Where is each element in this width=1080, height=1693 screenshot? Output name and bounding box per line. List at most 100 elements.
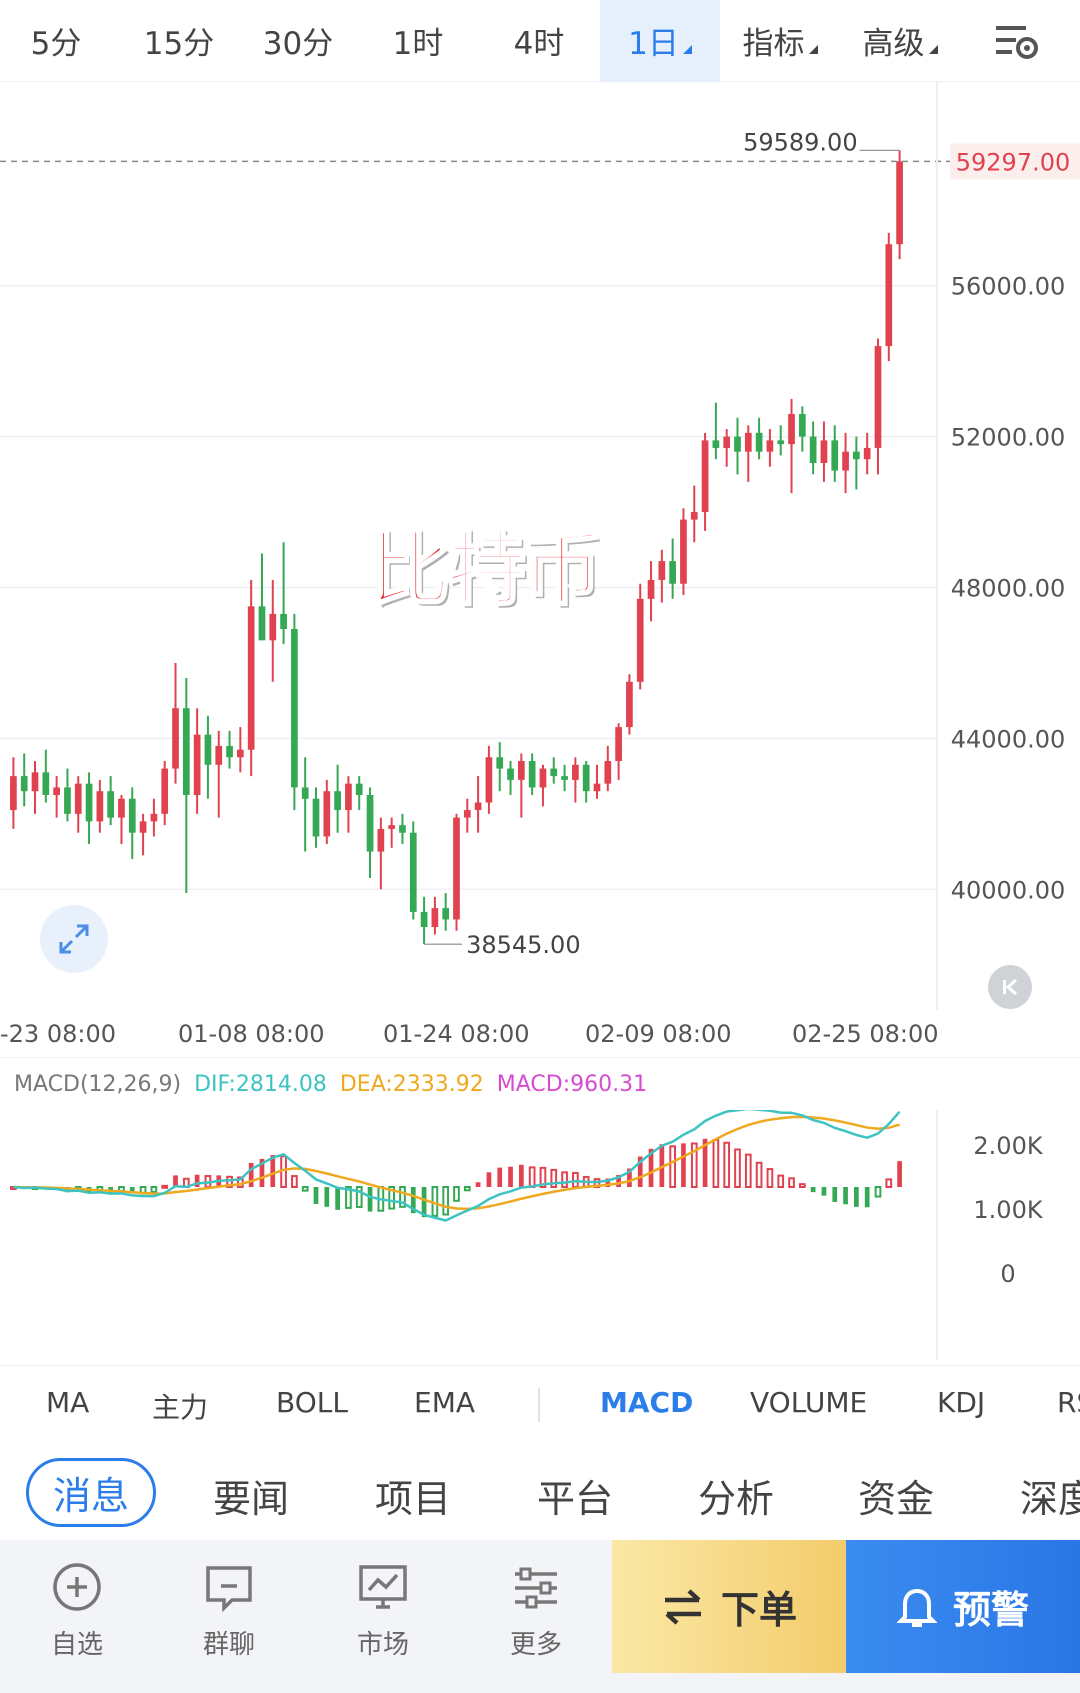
candle-body[interactable]: [53, 787, 60, 795]
candle-body[interactable]: [85, 783, 93, 822]
candle-body[interactable]: [734, 436, 741, 452]
news-tab-messages[interactable]: 消息: [26, 1458, 157, 1527]
chart-settings-icon[interactable]: [994, 18, 1040, 64]
news-tab-analysis[interactable]: 分析: [698, 1477, 775, 1521]
candle-body[interactable]: [74, 783, 82, 814]
tab-ema[interactable]: EMA: [414, 1386, 476, 1419]
candle-body[interactable]: [409, 832, 417, 912]
candle-body[interactable]: [280, 613, 287, 629]
candle-body[interactable]: [798, 413, 806, 437]
tab-main-force[interactable]: 主力: [152, 1391, 209, 1424]
candle-body[interactable]: [323, 791, 331, 837]
news-tab-depth[interactable]: 深度: [1020, 1477, 1080, 1521]
interval-15m[interactable]: 15分: [143, 26, 215, 62]
candle-body[interactable]: [853, 451, 860, 460]
candle-body[interactable]: [572, 764, 579, 780]
candle-body[interactable]: [723, 436, 731, 448]
candle-body[interactable]: [647, 579, 655, 599]
candle-body[interactable]: [269, 613, 277, 641]
candle-body[interactable]: [345, 783, 352, 811]
candle-body[interactable]: [20, 776, 28, 792]
candle-body[interactable]: [182, 708, 190, 795]
advanced-menu[interactable]: 高级: [840, 0, 960, 82]
candle-body[interactable]: [150, 813, 158, 822]
candle-body[interactable]: [809, 436, 817, 464]
candle-body[interactable]: [204, 734, 212, 765]
indicator-menu[interactable]: 指标: [720, 0, 840, 82]
candle-body[interactable]: [744, 432, 752, 452]
candle-body[interactable]: [355, 783, 363, 795]
candle-body[interactable]: [107, 791, 115, 818]
candle-body[interactable]: [172, 708, 179, 769]
candle-body[interactable]: [453, 817, 460, 920]
candle-body[interactable]: [420, 911, 428, 928]
tab-boll[interactable]: BOLL: [276, 1386, 348, 1419]
candle-body[interactable]: [593, 783, 601, 792]
candle-body[interactable]: [10, 776, 17, 811]
candle-body[interactable]: [615, 727, 622, 762]
candle-body[interactable]: [301, 787, 309, 799]
candle-body[interactable]: [669, 561, 676, 584]
candle-body[interactable]: [388, 825, 396, 829]
tab-macd[interactable]: MACD: [600, 1386, 694, 1419]
nav-watchlist[interactable]: 自选: [17, 1560, 137, 1661]
candle-body[interactable]: [777, 440, 785, 445]
tab-rsi[interactable]: RSI: [1057, 1386, 1080, 1419]
candle-body[interactable]: [820, 440, 828, 464]
candle-body[interactable]: [377, 828, 385, 852]
candle-body[interactable]: [237, 749, 244, 758]
candle-body[interactable]: [366, 794, 374, 852]
candle-body[interactable]: [517, 761, 525, 780]
candle-body[interactable]: [831, 440, 839, 471]
candle-body[interactable]: [690, 512, 698, 520]
candle-body[interactable]: [755, 432, 763, 452]
candle-body[interactable]: [680, 519, 687, 584]
candle-body[interactable]: [431, 908, 439, 928]
interval-1h[interactable]: 1时: [392, 26, 444, 62]
news-tab-funds[interactable]: 资金: [858, 1477, 935, 1521]
candle-body[interactable]: [485, 757, 493, 803]
candle-body[interactable]: [842, 451, 849, 471]
candle-body[interactable]: [334, 791, 341, 811]
candle-body[interactable]: [863, 447, 871, 460]
candle-body[interactable]: [258, 606, 266, 641]
candle-body[interactable]: [582, 764, 590, 792]
fullscreen-button[interactable]: [40, 905, 108, 973]
candle-body[interactable]: [507, 768, 514, 780]
nav-group-chat[interactable]: 群聊: [169, 1560, 289, 1661]
interval-30m[interactable]: 30分: [262, 26, 334, 62]
jump-latest-button[interactable]: [988, 965, 1032, 1009]
interval-1d[interactable]: 1日: [600, 0, 720, 82]
candle-body[interactable]: [247, 606, 255, 750]
macd-chart[interactable]: 2.00K 1.00K 0: [0, 1110, 1080, 1360]
interval-4h[interactable]: 4时: [513, 26, 565, 62]
tab-ma[interactable]: MA: [46, 1386, 90, 1419]
candle-body[interactable]: [193, 734, 201, 795]
place-order-button[interactable]: 下单: [612, 1540, 846, 1673]
tab-kdj[interactable]: KDJ: [937, 1386, 986, 1419]
candle-body[interactable]: [64, 787, 71, 814]
candle-body[interactable]: [161, 768, 169, 814]
candle-body[interactable]: [118, 798, 125, 818]
candle-body[interactable]: [139, 821, 147, 833]
candle-body[interactable]: [885, 244, 893, 347]
candle-body[interactable]: [658, 561, 666, 580]
candle-body[interactable]: [442, 908, 450, 920]
candlestick-chart[interactable]: 59297.00 56000.00 52000.00 48000.00 44000.0…: [0, 82, 1080, 1010]
news-tab-platforms[interactable]: 平台: [537, 1477, 614, 1521]
news-tab-headlines[interactable]: 要闻: [213, 1477, 290, 1521]
candle-body[interactable]: [528, 761, 536, 788]
candle-body[interactable]: [291, 628, 298, 788]
candle-body[interactable]: [312, 798, 320, 837]
candle-body[interactable]: [701, 440, 709, 513]
news-tab-projects[interactable]: 项目: [375, 1477, 452, 1521]
candle-body[interactable]: [215, 745, 223, 765]
candle-body[interactable]: [399, 825, 406, 833]
candle-body[interactable]: [496, 757, 504, 769]
candle-body[interactable]: [604, 761, 612, 784]
candle-body[interactable]: [226, 745, 233, 758]
candle-body[interactable]: [874, 346, 882, 448]
candle-body[interactable]: [42, 772, 50, 795]
candle-body[interactable]: [539, 768, 547, 788]
interval-5m[interactable]: 5分: [30, 26, 82, 62]
